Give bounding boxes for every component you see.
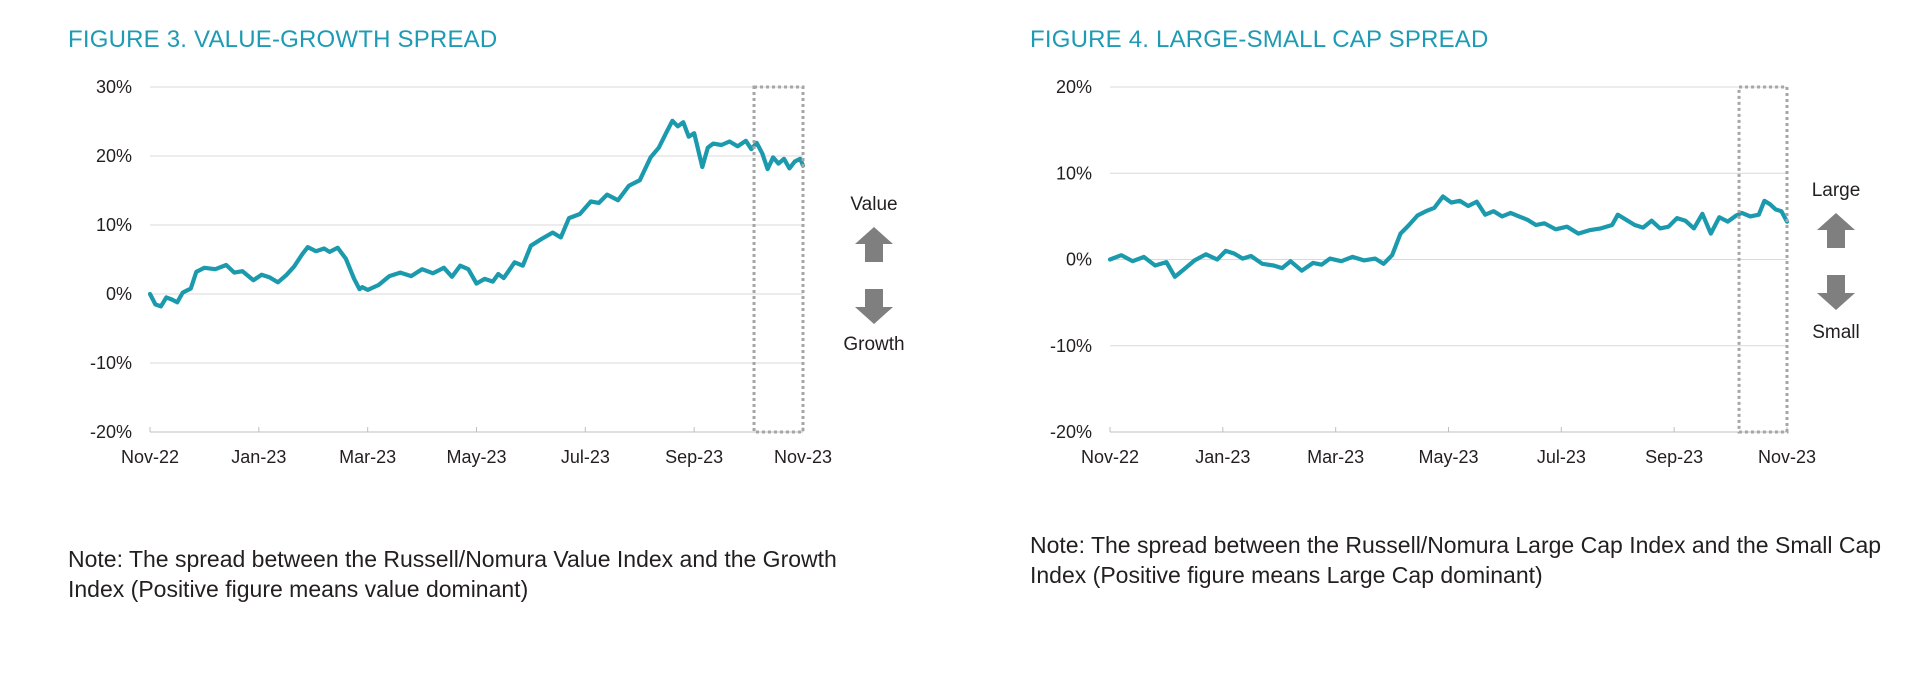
- x-tick-label: Nov-22: [121, 447, 179, 467]
- figure-3-panel: FIGURE 3. VALUE-GROWTH SPREAD 30% 20% 10% 0…: [68, 26, 905, 602]
- figure-3-title: FIGURE 3. VALUE-GROWTH SPREAD: [68, 26, 498, 53]
- arrow-up-icon: [855, 227, 893, 262]
- highlight-box: [1737, 85, 1789, 434]
- x-tick-label: May-23: [1418, 447, 1478, 467]
- x-tick-label: Jan-23: [1195, 447, 1250, 467]
- x-tick-label: Nov-22: [1081, 447, 1139, 467]
- annotation-down-label: Small: [1812, 322, 1860, 343]
- figure-4-title: FIGURE 4. LARGE-SMALL CAP SPREAD: [1030, 26, 1489, 53]
- annotation-up-label: Large: [1812, 180, 1861, 201]
- x-tick-label: Jul-23: [1537, 447, 1586, 467]
- x-tick-label: May-23: [446, 447, 506, 467]
- y-tick-label: 20%: [1056, 77, 1092, 97]
- y-tick-label: 10%: [1056, 163, 1092, 183]
- arrow-up-icon: [1817, 213, 1855, 248]
- figure-3-note: Note: The spread between the Russell/Nom…: [68, 546, 837, 602]
- y-tick-label: -10%: [1050, 336, 1092, 356]
- x-tick-label: Nov-23: [1758, 447, 1816, 467]
- x-tick-label: Mar-23: [1307, 447, 1364, 467]
- series-line: [147, 118, 806, 309]
- figure-3-chart: 30% 20% 10% 0% -10% -20% Nov-22 Jan-23 Mar-23 May…: [90, 77, 905, 467]
- annotation-down-label: Growth: [843, 334, 904, 355]
- x-tick-label: Jul-23: [561, 447, 610, 467]
- series-line: [1107, 194, 1790, 279]
- y-tick-label: 20%: [96, 146, 132, 166]
- y-tick-label: 10%: [96, 215, 132, 235]
- x-tick-label: Mar-23: [339, 447, 396, 467]
- y-tick-label: -20%: [1050, 422, 1092, 442]
- annotation-up-label: Value: [850, 194, 897, 215]
- x-tick-label: Nov-23: [774, 447, 832, 467]
- x-tick-label: Sep-23: [665, 447, 723, 467]
- figure-4-note: Note: The spread between the Russell/Nom…: [1030, 532, 1882, 588]
- x-tick-label: Jan-23: [231, 447, 286, 467]
- highlight-box: [752, 85, 805, 434]
- y-tick-label: 0%: [106, 284, 132, 304]
- x-tick-label: Sep-23: [1645, 447, 1703, 467]
- figure-4-chart: 20% 10% 0% -10% -20% Nov-22 Jan-23 Mar-23 May-23…: [1050, 77, 1861, 467]
- y-tick-label: -20%: [90, 422, 132, 442]
- y-tick-label: -10%: [90, 353, 132, 373]
- arrow-down-icon: [1817, 275, 1855, 310]
- figure-4-panel: FIGURE 4. LARGE-SMALL CAP SPREAD 20% 10% 0…: [960, 0, 1920, 681]
- y-tick-label: 30%: [96, 77, 132, 97]
- y-tick-label: 0%: [1066, 250, 1092, 270]
- arrow-down-icon: [855, 289, 893, 324]
